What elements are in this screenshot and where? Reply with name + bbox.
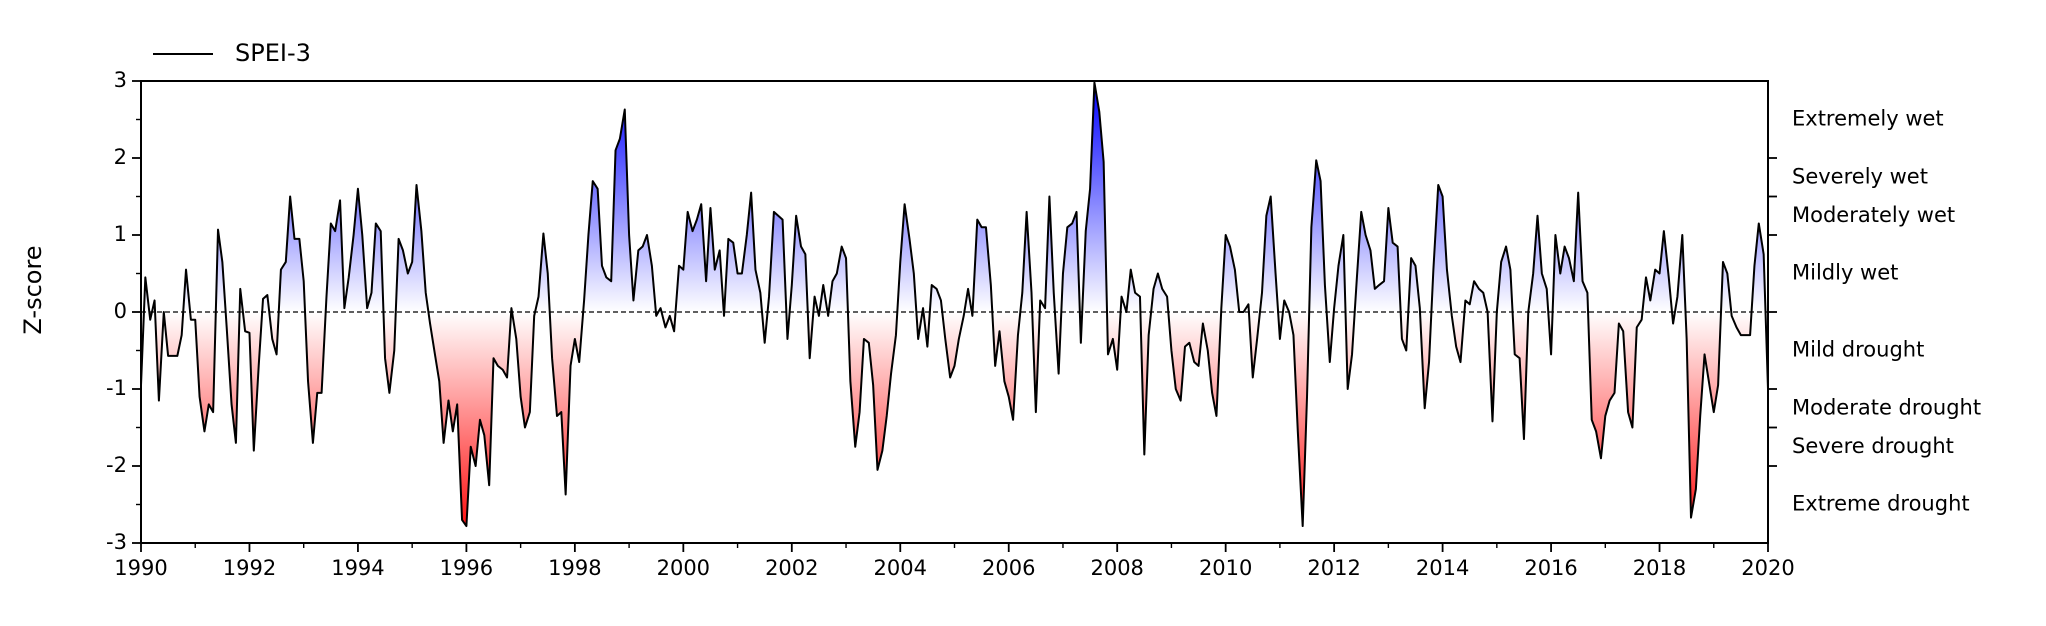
- x-tick-label: 2000: [657, 556, 710, 580]
- x-tick-label: 2014: [1416, 556, 1469, 580]
- x-tick-label: 2006: [982, 556, 1035, 580]
- y-tick-label: -3: [106, 530, 127, 554]
- y-tick-label: -1: [106, 376, 127, 400]
- class-label: Moderate drought: [1792, 395, 1981, 419]
- y-tick-label: 0: [114, 299, 127, 323]
- class-label: Mildly wet: [1792, 261, 1898, 285]
- class-label: Severely wet: [1792, 164, 1928, 188]
- y-axis-label: Z-score: [19, 245, 47, 334]
- class-label: Severe drought: [1792, 434, 1954, 458]
- spei-line: [140, 81, 1769, 528]
- class-label: Extreme drought: [1792, 492, 1970, 516]
- x-tick-label: 1996: [440, 556, 493, 580]
- x-tick-label: 2016: [1524, 556, 1577, 580]
- x-tick-label: 2002: [765, 556, 818, 580]
- x-tick-label: 2012: [1307, 556, 1360, 580]
- wet-fill: [141, 82, 1768, 312]
- class-label: Mild drought: [1792, 338, 1924, 362]
- y-tick-label: 3: [114, 68, 127, 92]
- x-tick-label: 2018: [1633, 556, 1686, 580]
- class-label: Moderately wet: [1792, 203, 1955, 227]
- drought-fill: [141, 312, 1768, 527]
- x-tick-label: 2020: [1741, 556, 1794, 580]
- x-tick-label: 1994: [331, 556, 384, 580]
- x-tick-label: 1992: [223, 556, 276, 580]
- x-tick-label: 1998: [548, 556, 601, 580]
- x-tick-label: 2010: [1199, 556, 1252, 580]
- class-label: Extremely wet: [1792, 107, 1944, 131]
- x-tick-label: 2008: [1090, 556, 1143, 580]
- legend-label: SPEI-3: [235, 39, 311, 67]
- x-tick-label: 1990: [114, 556, 167, 580]
- x-tick-label: 2004: [874, 556, 927, 580]
- y-tick-label: 2: [114, 145, 127, 169]
- y-tick-label: -2: [106, 453, 127, 477]
- y-tick-label: 1: [114, 222, 127, 246]
